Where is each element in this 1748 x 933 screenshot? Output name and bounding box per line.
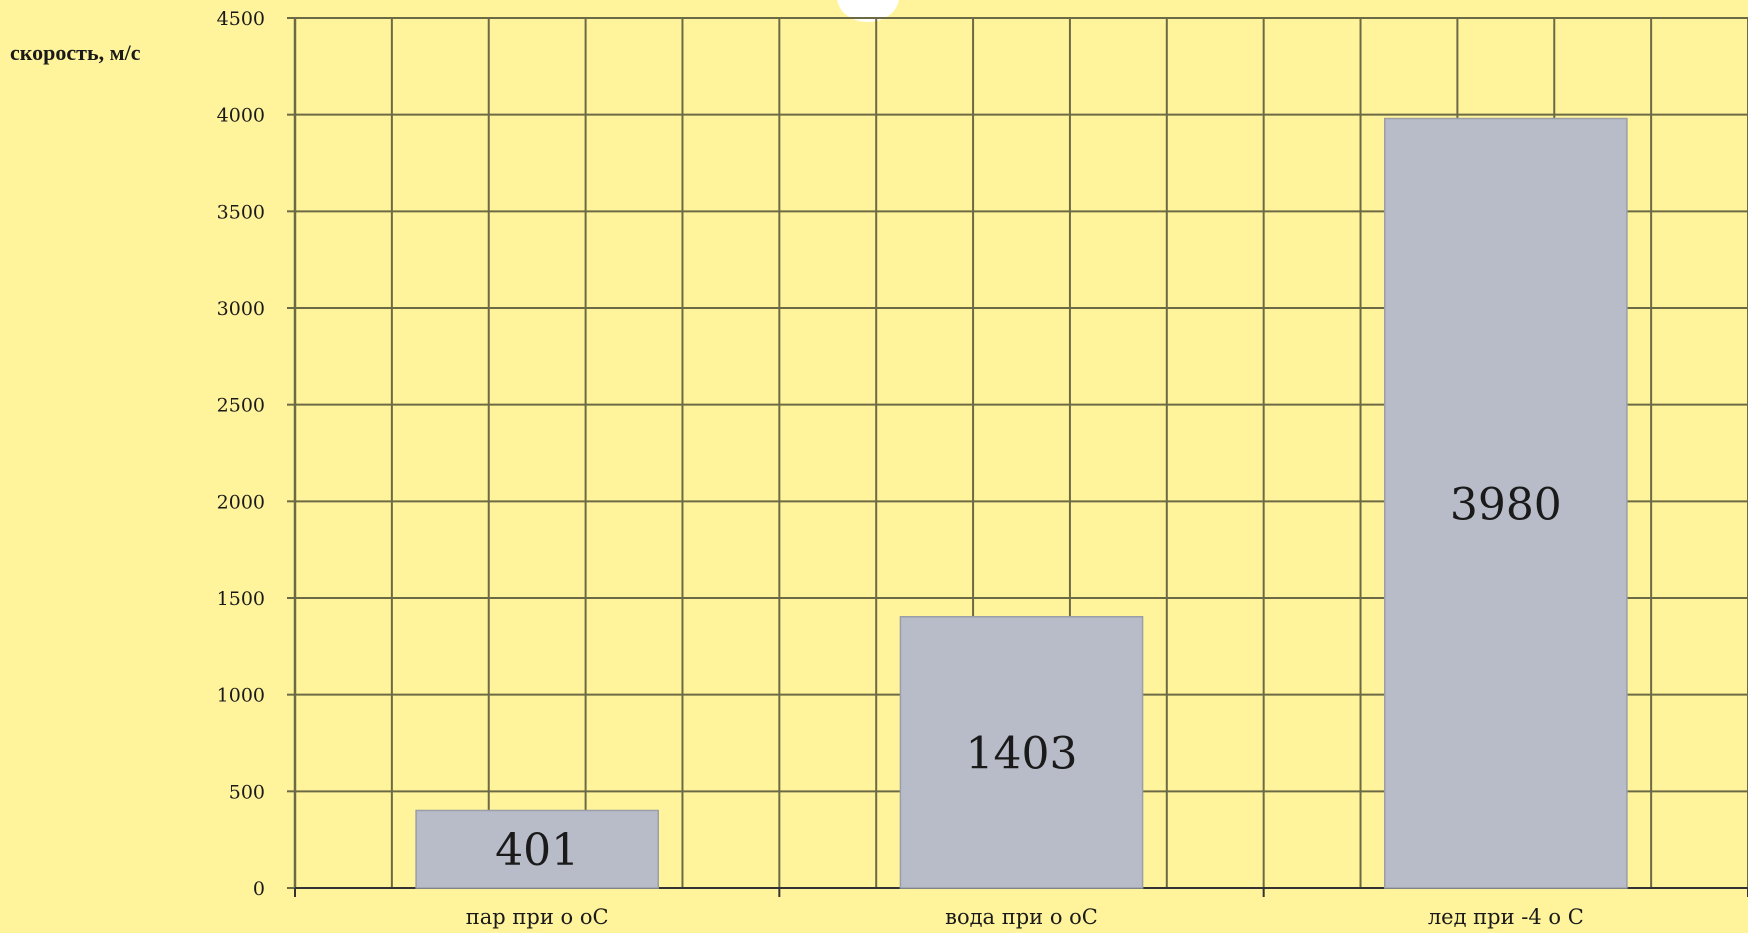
decorative-blob <box>837 0 899 22</box>
x-category-label: вода при о оС <box>945 905 1098 929</box>
y-tick-label: 500 <box>229 781 265 803</box>
bar-data-label: 1403 <box>966 728 1078 779</box>
y-tick-label: 3500 <box>217 201 265 223</box>
bar-data-label: 401 <box>495 825 579 876</box>
y-tick-label: 0 <box>253 878 265 900</box>
x-category-label: лед при -4 о С <box>1428 905 1584 929</box>
y-tick-label: 3000 <box>217 298 265 320</box>
y-tick-label: 2000 <box>217 491 265 513</box>
y-axis-label: скорость, м/с <box>10 40 141 65</box>
y-tick-label: 4500 <box>217 8 265 30</box>
x-category-label: пар при о оС <box>466 905 609 929</box>
y-tick-label: 1000 <box>217 685 265 707</box>
bar-data-label: 3980 <box>1450 479 1562 530</box>
y-tick-label: 2500 <box>217 395 265 417</box>
bar <box>1384 117 1628 889</box>
y-tick-label: 4000 <box>217 105 265 127</box>
bar <box>899 616 1144 889</box>
bar <box>415 809 660 889</box>
y-tick-label: 1500 <box>217 588 265 610</box>
